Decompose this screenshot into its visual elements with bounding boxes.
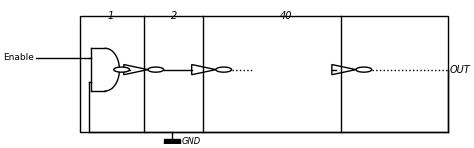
Text: 1: 1 — [108, 11, 114, 21]
Circle shape — [148, 67, 164, 72]
Circle shape — [114, 67, 129, 72]
Text: OUT: OUT — [450, 65, 471, 75]
Text: 2: 2 — [171, 11, 177, 21]
Text: GND: GND — [182, 137, 201, 146]
Bar — [164, 139, 180, 144]
Text: 40: 40 — [280, 11, 292, 21]
Bar — [80, 16, 448, 132]
Text: Enable: Enable — [3, 53, 34, 62]
Circle shape — [216, 67, 232, 72]
Circle shape — [356, 67, 372, 72]
